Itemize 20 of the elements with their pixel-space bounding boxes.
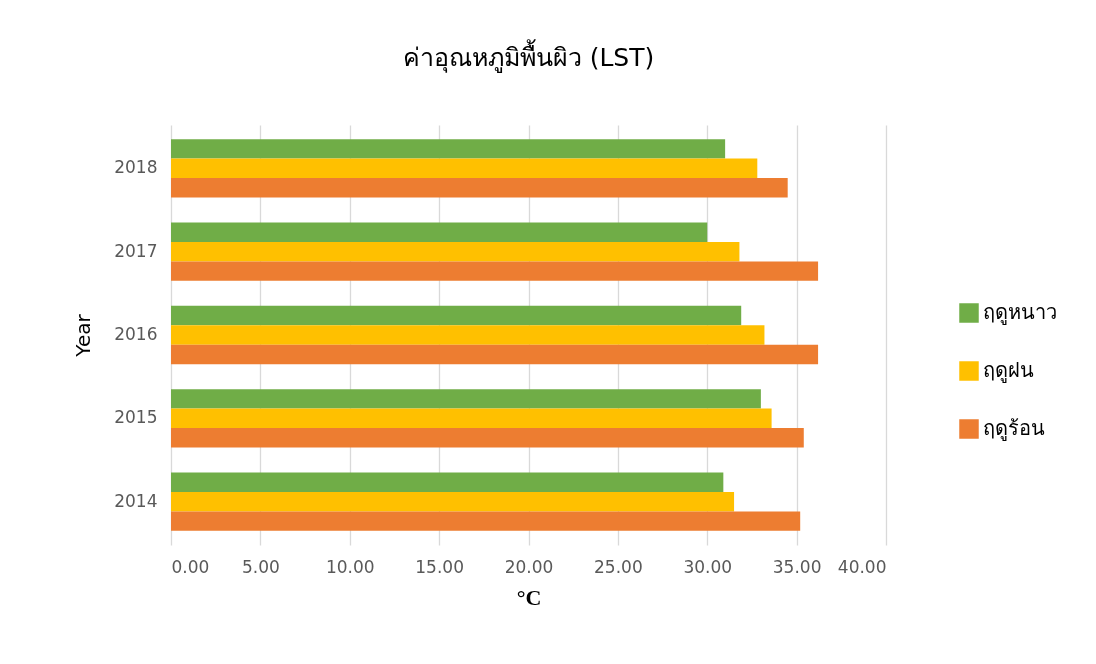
x-tick-label: 5.00 [241, 556, 280, 577]
y-axis-title: Year [71, 313, 96, 358]
legend-label: ฤดูร้อน [983, 416, 1045, 441]
x-tick-label: 30.00 [683, 556, 733, 577]
x-tick-label: 40.00 [837, 556, 887, 577]
x-tick-label: 25.00 [594, 556, 643, 577]
y-tick-label: 2014 [114, 490, 158, 511]
y-tick-label: 2015 [114, 407, 158, 428]
x-tick-label: 10.00 [325, 556, 375, 577]
y-tick-label: 2016 [114, 324, 158, 344]
x-tick-label: 35.00 [772, 556, 822, 577]
legend-label: ฤดูหนาว [983, 300, 1057, 325]
x-axis-title: °C [516, 584, 542, 610]
chart-title: ค่าอุณหภูมิพื้นผิว (LST) [402, 39, 655, 73]
x-tick-label: 0.00 [171, 556, 210, 577]
y-tick-label: 2017 [114, 240, 158, 261]
legend-label: ฤดูฝน [983, 358, 1034, 383]
x-tick-label: 20.00 [504, 556, 554, 577]
x-tick-label: 15.00 [415, 556, 464, 577]
y-tick-label: 2018 [114, 157, 158, 178]
